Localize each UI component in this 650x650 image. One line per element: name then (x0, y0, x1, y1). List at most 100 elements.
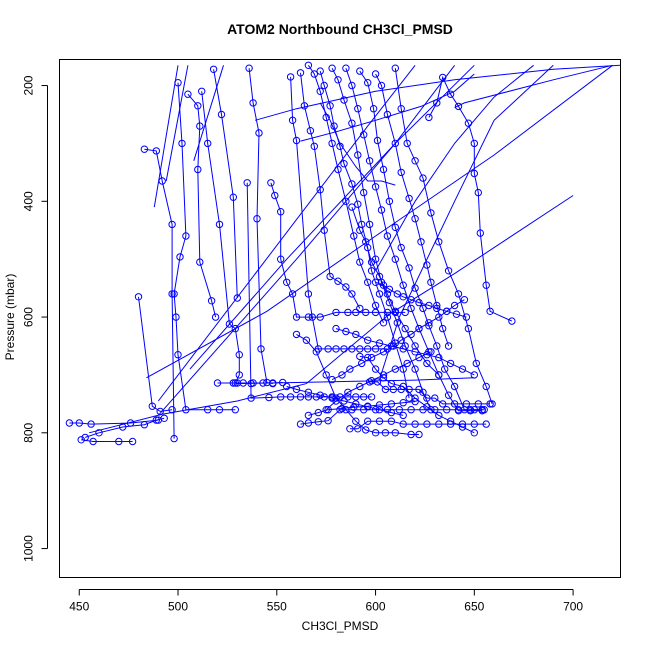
data-point-20-7 (417, 238, 425, 246)
data-point-24-5 (348, 406, 356, 414)
data-point-13-1 (288, 116, 297, 125)
data-point-22-12 (508, 317, 516, 325)
data-point-9-2 (233, 379, 242, 387)
data-point-5-3 (176, 253, 184, 261)
data-point-31-3 (356, 382, 364, 391)
data-point-0-5 (170, 434, 178, 443)
data-point-13-0 (286, 73, 295, 81)
data-point-1-1 (148, 402, 157, 410)
data-point-27-8 (407, 330, 415, 339)
profile-line-30 (335, 328, 475, 376)
data-point-4-5 (160, 414, 168, 422)
data-point-8-0 (209, 65, 218, 74)
data-point-28-5 (399, 382, 407, 391)
data-point-18-0 (342, 64, 350, 72)
data-point-28-10 (458, 423, 467, 431)
data-point-28-4 (387, 379, 396, 388)
data-point-12-5 (288, 290, 297, 298)
data-point-28-7 (423, 403, 431, 411)
data-point-23-11 (407, 430, 415, 439)
data-point-3-1 (89, 437, 97, 446)
data-point-4-3 (140, 421, 149, 429)
data-point-1-0 (134, 293, 143, 301)
data-point-30-3 (364, 336, 372, 344)
data-point-15-1 (310, 70, 318, 78)
data-point-30-10 (446, 359, 455, 368)
data-point-30-1 (342, 327, 350, 336)
data-point-7-5 (235, 351, 244, 359)
data-point-9-4 (259, 379, 267, 387)
data-point-9-3 (249, 379, 257, 387)
data-point-34-5 (340, 397, 348, 405)
data-point-29-1 (379, 281, 388, 289)
data-point-28-2 (371, 365, 380, 373)
profile-line-6 (187, 93, 217, 318)
data-point-10-3 (253, 215, 261, 223)
data-point-0-4 (168, 290, 176, 298)
profile-line-0 (144, 148, 175, 439)
data-point-12-3 (277, 255, 285, 263)
data-point-11-3 (277, 393, 285, 401)
data-point-12-4 (283, 278, 291, 286)
data-point-8-2 (229, 193, 238, 201)
data-point-18-3 (360, 131, 368, 139)
data-point-27-9 (415, 324, 423, 333)
connector-line-8 (379, 64, 554, 380)
data-point-31-2 (344, 388, 352, 396)
profile-line-22 (428, 75, 513, 322)
data-point-24-10 (407, 406, 415, 414)
plot-frame (59, 59, 621, 578)
data-point-11-11 (344, 393, 352, 401)
profile-line-1 (138, 296, 173, 412)
data-point-13-8 (340, 345, 348, 353)
data-point-19-13 (441, 365, 449, 373)
x-tick-label-450: 450 (69, 600, 89, 614)
data-point-13-6 (324, 345, 332, 353)
data-point-12-1 (271, 191, 279, 200)
data-point-6-2 (196, 122, 204, 130)
data-point-32-6 (375, 401, 384, 409)
data-point-21-0 (391, 64, 399, 72)
x-axis-label: CH3Cl_PMSD (302, 619, 379, 633)
profile-line-19 (359, 70, 485, 411)
data-point-3-0 (77, 436, 85, 444)
data-point-26-8 (431, 394, 439, 402)
data-point-17-10 (393, 319, 401, 327)
data-point-20-2 (383, 110, 392, 119)
data-point-11-4 (286, 393, 295, 401)
data-point-27-5 (379, 348, 388, 356)
data-point-25-8 (435, 420, 443, 428)
data-point-23-6 (352, 417, 360, 425)
data-point-30-2 (352, 330, 360, 339)
connector-line-3 (157, 64, 416, 402)
profile-line-4 (85, 417, 165, 438)
data-point-21-11 (482, 382, 490, 391)
data-point-7-2 (215, 220, 224, 229)
data-point-12-2 (277, 208, 285, 216)
data-point-19-6 (391, 223, 399, 232)
data-point-34-4 (328, 394, 336, 402)
data-point-18-4 (365, 157, 374, 165)
data-point-26-11 (462, 400, 471, 408)
data-point-11-14 (367, 393, 376, 401)
data-point-29-6 (415, 298, 423, 307)
data-point-30-9 (435, 353, 443, 362)
data-point-14-10 (356, 304, 364, 313)
data-point-22-6 (470, 139, 478, 148)
data-point-5-10 (231, 406, 240, 414)
data-point-0-3 (168, 220, 176, 229)
data-point-31-6 (391, 365, 399, 373)
profile-line-8 (213, 69, 238, 299)
data-point-34-7 (364, 403, 372, 411)
data-point-23-10 (391, 429, 399, 437)
data-point-6-5 (207, 297, 216, 305)
data-point-12-7 (304, 313, 313, 321)
data-point-24-13 (443, 406, 451, 414)
data-point-32-9 (411, 397, 419, 406)
data-point-24-1 (304, 419, 313, 427)
data-point-25-5 (399, 420, 407, 428)
data-point-8-3 (233, 294, 242, 302)
data-point-18-10 (407, 304, 415, 313)
data-point-29-7 (425, 301, 433, 310)
data-point-20-0 (371, 70, 380, 78)
